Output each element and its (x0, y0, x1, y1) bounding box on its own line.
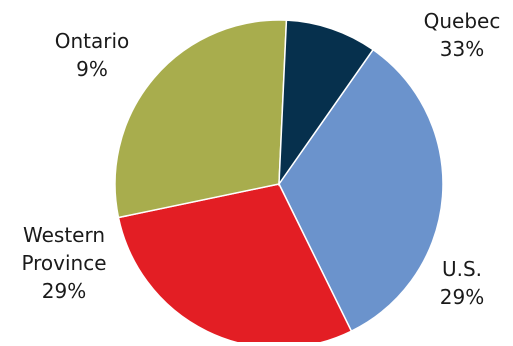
pie-slice-western-province (114, 19, 288, 219)
pie-slice-ontario (278, 19, 375, 187)
pie-label-ontario: Ontario 9% (55, 29, 130, 81)
pie-labels: Quebec 33% U.S. 29% Western Province 29% Ontari… (21, 9, 500, 309)
pie-slices (114, 19, 444, 346)
pie-slice-quebec (278, 48, 444, 333)
pie-label-quebec: Quebec 33% (424, 9, 501, 61)
pie-label-u-s: U.S. 29% (440, 257, 484, 309)
pie-label-western-province: Western Province 29% (21, 223, 106, 303)
